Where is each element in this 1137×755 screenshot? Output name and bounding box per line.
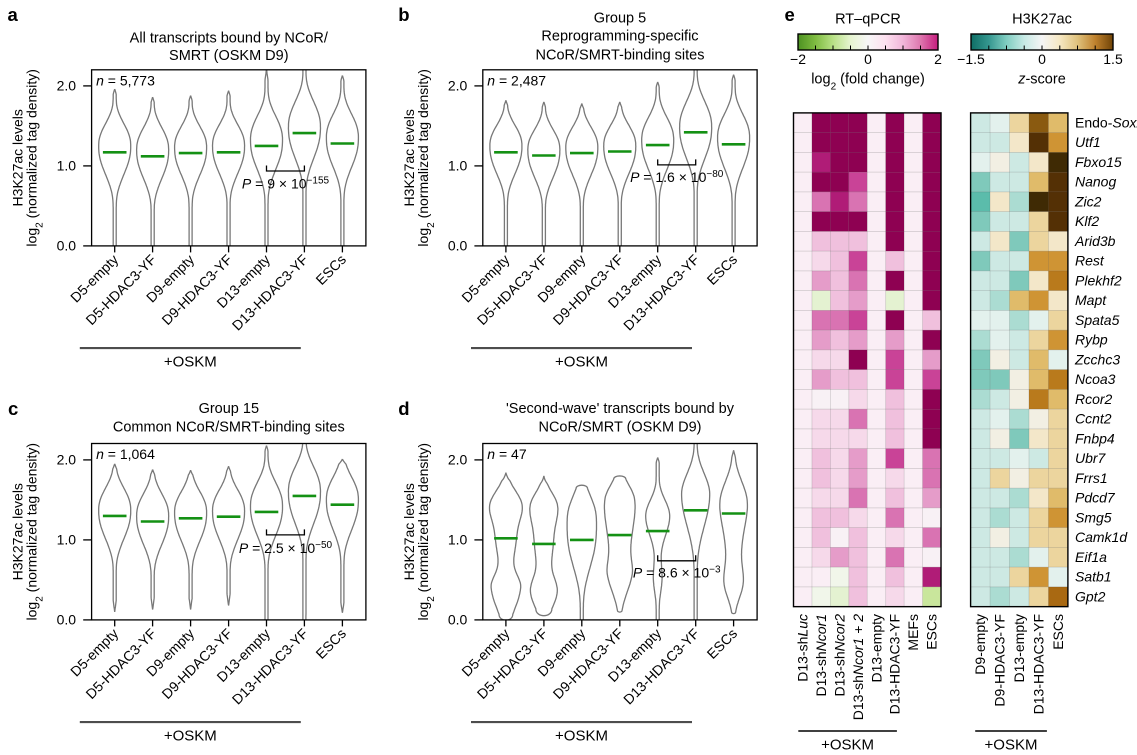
svg-text:D13-HDAC3-YF: D13-HDAC3-YF — [1031, 614, 1047, 714]
svg-text:−1.5: −1.5 — [957, 51, 985, 67]
svg-text:+OSKM: +OSKM — [821, 736, 874, 753]
svg-text:Gpt2: Gpt2 — [1075, 588, 1106, 604]
svg-text:Reprogramming-specific: Reprogramming-specific — [541, 28, 698, 44]
svg-text:b: b — [398, 4, 409, 25]
svg-text:+OSKM: +OSKM — [985, 736, 1038, 753]
svg-text:RT–qPCR: RT–qPCR — [835, 12, 901, 28]
svg-text:ESCs: ESCs — [924, 614, 940, 650]
svg-text:n = 47: n = 47 — [487, 446, 527, 462]
svg-text:+OSKM: +OSKM — [164, 727, 217, 744]
svg-text:H3K27ac levels: H3K27ac levels — [401, 483, 417, 580]
svg-text:1.0: 1.0 — [448, 158, 468, 174]
svg-text:D13-shNcor1: D13-shNcor1 — [813, 614, 829, 697]
svg-text:D13-shNcor1 + 2: D13-shNcor1 + 2 — [850, 614, 866, 720]
svg-text:Eif1a: Eif1a — [1075, 549, 1107, 565]
svg-text:NCoR/SMRT (OSKM D9): NCoR/SMRT (OSKM D9) — [538, 420, 701, 436]
svg-text:0: 0 — [864, 51, 872, 67]
svg-text:H3K27ac: H3K27ac — [1012, 12, 1072, 28]
svg-text:2.0: 2.0 — [448, 78, 468, 94]
svg-text:d: d — [398, 398, 409, 419]
svg-text:1.0: 1.0 — [57, 532, 77, 548]
svg-text:2: 2 — [934, 51, 942, 67]
svg-text:ESCs: ESCs — [1050, 614, 1066, 650]
svg-text:Rest: Rest — [1075, 253, 1105, 269]
svg-text:D9-empty: D9-empty — [972, 614, 988, 675]
svg-text:MEFs: MEFs — [905, 614, 921, 651]
svg-text:Spata5: Spata5 — [1075, 312, 1120, 328]
svg-text:Klf2: Klf2 — [1075, 213, 1099, 229]
svg-text:SMRT (OSKM D9): SMRT (OSKM D9) — [169, 48, 289, 64]
svg-text:Frrs1: Frrs1 — [1075, 470, 1108, 486]
svg-text:Group 5: Group 5 — [594, 10, 646, 26]
svg-text:0.0: 0.0 — [448, 238, 468, 254]
svg-text:Plekhf2: Plekhf2 — [1075, 272, 1122, 288]
svg-text:'Second-wave' transcripts boun: 'Second-wave' transcripts bound by — [506, 401, 735, 417]
svg-text:log2 (fold change): log2 (fold change) — [811, 72, 925, 93]
svg-text:2.0: 2.0 — [57, 78, 77, 94]
svg-text:Satb1: Satb1 — [1075, 569, 1112, 585]
svg-text:NCoR/SMRT-binding sites: NCoR/SMRT-binding sites — [536, 48, 705, 64]
svg-text:Nanog: Nanog — [1075, 174, 1116, 190]
svg-text:0.0: 0.0 — [57, 238, 77, 254]
svg-text:+OSKM: +OSKM — [555, 727, 608, 744]
svg-text:D9-HDAC3-YF: D9-HDAC3-YF — [992, 614, 1008, 707]
svg-text:Rcor2: Rcor2 — [1075, 391, 1113, 407]
svg-text:Fbxo15: Fbxo15 — [1075, 154, 1122, 170]
svg-text:D13-shLuc: D13-shLuc — [795, 614, 811, 682]
svg-text:All transcripts bound by NCoR/: All transcripts bound by NCoR/ — [130, 30, 329, 46]
svg-text:2.0: 2.0 — [57, 452, 77, 468]
svg-text:P = 2.5 × 10−50: P = 2.5 × 10−50 — [239, 539, 333, 556]
svg-text:e: e — [785, 4, 795, 25]
svg-text:Rybp: Rybp — [1075, 332, 1108, 348]
svg-text:Fnbp4: Fnbp4 — [1075, 430, 1115, 446]
svg-text:Arid3b: Arid3b — [1074, 233, 1116, 249]
svg-text:H3K27ac levels: H3K27ac levels — [10, 483, 26, 580]
svg-text:Group 15: Group 15 — [199, 401, 259, 417]
svg-text:H3K27ac levels: H3K27ac levels — [401, 109, 417, 206]
svg-text:0.0: 0.0 — [448, 612, 468, 628]
svg-text:Zcchc3: Zcchc3 — [1074, 351, 1120, 367]
svg-text:Ccnt2: Ccnt2 — [1075, 411, 1112, 427]
svg-text:D13-empty: D13-empty — [868, 614, 884, 682]
svg-text:D13-empty: D13-empty — [1011, 614, 1027, 682]
svg-text:n = 5,773: n = 5,773 — [96, 72, 155, 88]
svg-text:a: a — [8, 4, 19, 25]
svg-text:1.0: 1.0 — [448, 532, 468, 548]
svg-text:n = 1,064: n = 1,064 — [96, 446, 155, 462]
svg-text:Ncoa3: Ncoa3 — [1075, 371, 1116, 387]
svg-text:0: 0 — [1038, 51, 1046, 67]
svg-text:H3K27ac levels: H3K27ac levels — [10, 109, 26, 206]
svg-text:Endo-Sox2: Endo-Sox2 — [1075, 114, 1137, 130]
svg-text:Common NCoR/SMRT-binding sites: Common NCoR/SMRT-binding sites — [113, 420, 345, 436]
svg-text:−2: −2 — [790, 51, 806, 67]
svg-text:z-score: z-score — [1017, 72, 1066, 88]
svg-text:P = 1.6 × 10−80: P = 1.6 × 10−80 — [630, 169, 724, 186]
svg-text:0.0: 0.0 — [57, 612, 77, 628]
svg-text:n = 2,487: n = 2,487 — [487, 72, 546, 88]
svg-text:Utf1: Utf1 — [1075, 134, 1101, 150]
svg-text:+OSKM: +OSKM — [555, 353, 608, 370]
svg-text:Zic2: Zic2 — [1074, 193, 1102, 209]
svg-text:1.0: 1.0 — [57, 158, 77, 174]
svg-text:P = 8.6 × 10−3: P = 8.6 × 10−3 — [633, 564, 721, 581]
svg-text:c: c — [8, 398, 18, 419]
svg-text:Pdcd7: Pdcd7 — [1075, 490, 1116, 506]
svg-text:1.5: 1.5 — [1103, 51, 1123, 67]
svg-text:Ubr7: Ubr7 — [1075, 450, 1107, 466]
svg-text:D13-shNcor2: D13-shNcor2 — [831, 614, 847, 697]
svg-text:D13-HDAC3-YF: D13-HDAC3-YF — [887, 614, 903, 714]
svg-text:Mapt: Mapt — [1075, 292, 1107, 308]
svg-text:Smg5: Smg5 — [1075, 509, 1112, 525]
svg-text:Camk1d: Camk1d — [1075, 529, 1128, 545]
svg-text:+OSKM: +OSKM — [164, 353, 217, 370]
svg-text:2.0: 2.0 — [448, 452, 468, 468]
